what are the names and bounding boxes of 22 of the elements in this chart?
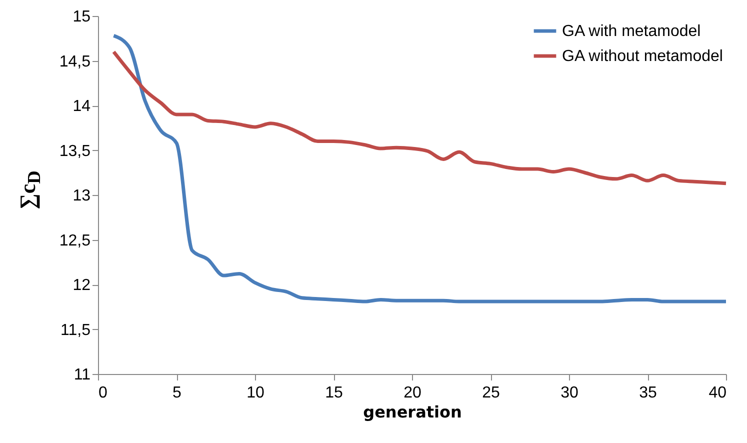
x-tick-label: 40 (708, 384, 727, 402)
y-tick-label: 15 (72, 8, 91, 26)
y-tick-label: 11 (74, 366, 91, 384)
y-tick-label: 13,5 (59, 142, 91, 160)
y-tick-label: 11,5 (60, 322, 91, 339)
line-series (112, 50, 728, 186)
x-tick-label: 30 (560, 384, 578, 402)
y-tick-label: 13 (72, 188, 91, 204)
legend-label: GA without metamodel (562, 48, 723, 65)
legend-label: GA with metamodel (562, 23, 701, 40)
y-tick-label: 14,5 (59, 53, 91, 70)
x-tick-label: 10 (246, 384, 264, 402)
x-tick-label: 35 (639, 384, 657, 402)
x-tick-label: 5 (172, 384, 182, 402)
x-tick-label: 20 (404, 384, 422, 402)
y-tick-label: 14 (72, 98, 91, 115)
x-tick-label: 15 (325, 384, 343, 402)
x-axis-title: generation (363, 402, 462, 422)
x-tick-label: 0 (98, 384, 108, 402)
y-tick-label: 12 (72, 277, 91, 294)
y-tick-label: 12,5 (59, 232, 91, 250)
x-tick-label: 25 (482, 384, 500, 402)
